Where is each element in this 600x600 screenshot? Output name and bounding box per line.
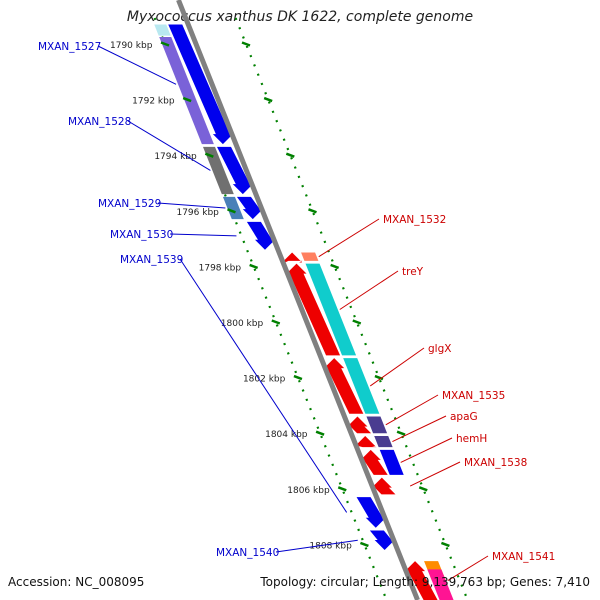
forward-gene-arrow [356, 497, 386, 528]
forward-gene-arrow [369, 530, 395, 550]
reverse-gene-label: hemH [456, 433, 487, 445]
tick-label: 1802 kbp [243, 375, 286, 385]
tick-mark-right [418, 486, 428, 492]
tick-mark-left [271, 319, 281, 325]
forward-cog-band [159, 37, 214, 145]
forward-gene-label: MXAN_1527 [38, 41, 101, 53]
reverse-cog-band [374, 435, 393, 448]
cog-feature-bands [154, 24, 454, 600]
reverse-gene-label: apaG [450, 411, 478, 423]
forward-label-leader [157, 202, 226, 209]
tick-mark-left [315, 430, 325, 436]
kbp-ticks: 1790 kbp 1792 kbp 1794 kbp 1796 kbp 1798 kbp… [110, 41, 450, 551]
reverse-cog-band [379, 449, 404, 475]
tick-label: 1808 kbp [309, 541, 352, 551]
tick-label: 1806 kbp [287, 486, 330, 496]
reverse-gene-label: MXAN_1535 [442, 390, 505, 402]
reverse-gene-arrow [360, 449, 388, 475]
tick-label: 1794 kbp [154, 152, 197, 162]
reverse-gene-label: glgX [428, 343, 451, 355]
forward-label-leader [97, 45, 177, 85]
tick-mark-right [330, 263, 340, 270]
tick-mark-right [440, 541, 450, 548]
reverse-label-leader [409, 461, 461, 487]
reverse-cog-band [301, 252, 319, 261]
reverse-label-leader [392, 415, 447, 442]
tick-label: 1792 kbp [132, 97, 175, 107]
tick-label: 1798 kbp [199, 263, 242, 273]
forward-label-leader [127, 120, 211, 171]
reverse-gene-arrow [347, 416, 372, 434]
forward-label-leader [275, 539, 358, 553]
reverse-gene-label: MXAN_1538 [464, 457, 527, 469]
gene-labels: MXAN_1527 MXAN_1528 MXAN_1529 MXAN_1530 MXAN… [38, 41, 555, 581]
map-title: Myxococcus xanthus DK 1622, complete gen… [126, 9, 474, 25]
reverse-label-leader [369, 347, 425, 387]
reverse-gene-arrow [355, 435, 377, 448]
forward-label-leader [169, 233, 237, 237]
reverse-cog-band [427, 569, 454, 600]
tick-mark-right [352, 319, 362, 325]
reverse-cog-band [343, 358, 380, 414]
reverse-gene-arrow [371, 477, 396, 495]
forward-cog-band [222, 196, 244, 220]
forward-gene-label: MXAN_1540 [216, 547, 279, 559]
reverse-gene-label: treY [402, 266, 424, 278]
forward-gene-arrow [216, 146, 253, 195]
genome-summary-text: Topology: circular; Length: 9,139,763 bp… [260, 575, 590, 589]
tick-label: 1796 kbp [176, 208, 219, 218]
tick-mark-left [160, 41, 170, 47]
tick-mark-left [293, 374, 303, 381]
reverse-gene-arrow [324, 358, 364, 414]
accession-text: Accession: NC_008095 [8, 575, 145, 589]
reverse-label-leader [447, 555, 489, 581]
tick-mark-right [308, 208, 317, 214]
tick-mark-right [241, 41, 251, 47]
forward-gene-label: MXAN_1530 [110, 229, 173, 241]
tick-mark-left [204, 152, 214, 158]
tick-mark-right [263, 96, 273, 103]
tick-mark-left [182, 96, 192, 103]
tick-label: 1804 kbp [265, 430, 308, 440]
forward-gene-label: MXAN_1529 [98, 198, 161, 210]
reverse-label-leader [339, 270, 399, 310]
tick-mark-left [227, 208, 236, 214]
tick-mark-left [337, 486, 347, 492]
tick-mark-right [396, 430, 406, 436]
forward-label-leader [179, 258, 348, 513]
tick-mark-left [249, 263, 259, 270]
forward-cog-band [154, 24, 171, 36]
forward-gene-arrow [168, 24, 233, 145]
forward-gene-label: MXAN_1528 [68, 116, 131, 128]
gene-arrows [168, 24, 438, 600]
forward-cog-band [202, 146, 234, 195]
reverse-label-leader [385, 394, 439, 426]
genome-backbone [176, 0, 420, 600]
tick-label: 1800 kbp [221, 319, 264, 329]
reverse-label-leader [400, 437, 453, 463]
tick-label: 1790 kbp [110, 41, 153, 51]
reverse-cog-band [366, 416, 388, 434]
reverse-gene-label: MXAN_1541 [492, 551, 555, 563]
forward-gene-label: MXAN_1539 [120, 254, 183, 266]
tick-mark-left [359, 541, 369, 548]
reverse-label-leader [318, 218, 380, 258]
tick-mark-right [285, 152, 295, 158]
backbone-line [176, 0, 420, 600]
reverse-gene-label: MXAN_1532 [383, 214, 446, 226]
right-dotted-guide [234, 17, 469, 600]
tick-mark-right [374, 374, 384, 381]
forward-gene-arrow [236, 196, 263, 220]
reverse-cog-band [305, 263, 357, 356]
reverse-gene-arrow [286, 263, 341, 356]
forward-gene-arrow [246, 221, 275, 250]
reverse-gene-arrow [282, 252, 303, 263]
reverse-gene-arrow [405, 561, 438, 600]
